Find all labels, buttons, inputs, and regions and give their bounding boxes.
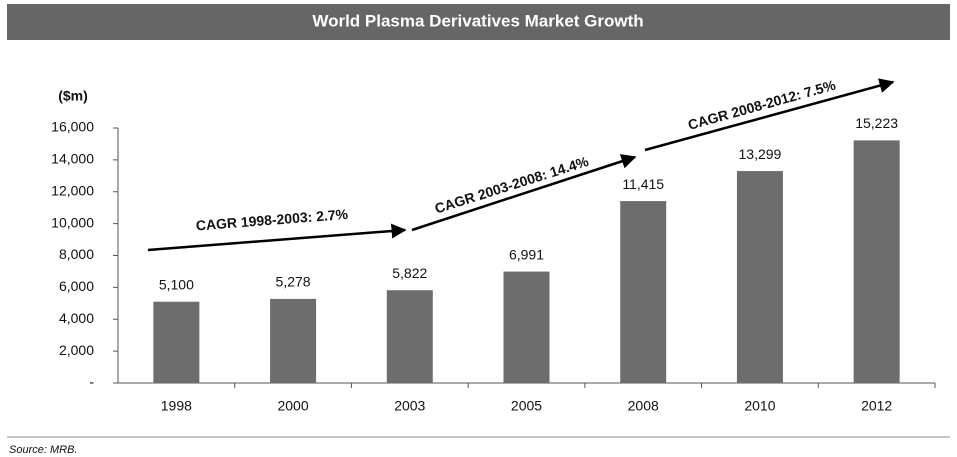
bar — [736, 171, 783, 383]
x-tick-label: 2003 — [394, 398, 425, 414]
bar — [503, 271, 550, 383]
x-tick-label: 2010 — [744, 398, 775, 414]
bar — [153, 301, 200, 383]
x-tick-label: 2000 — [277, 398, 308, 414]
x-tick-label: 1998 — [161, 398, 192, 414]
y-tick-label: 8,000 — [59, 246, 94, 262]
y-tick-label: 4,000 — [59, 310, 94, 326]
x-tick-label: 2008 — [628, 398, 659, 414]
y-tick-label: - — [89, 374, 94, 390]
cagr-arrow — [411, 154, 637, 232]
y-tick-label: 10,000 — [51, 214, 94, 230]
cagr-arrow — [644, 78, 895, 152]
value-label: 13,299 — [739, 146, 782, 162]
y-axis-label: ($m) — [58, 88, 88, 104]
cagr-label: CAGR 1998-2003: 2.7% — [195, 206, 349, 234]
bar — [270, 298, 317, 383]
bar — [386, 290, 433, 383]
x-tick-label: 2005 — [511, 398, 542, 414]
value-label: 6,991 — [509, 246, 544, 262]
y-tick-label: 14,000 — [51, 151, 94, 167]
value-label: 5,822 — [392, 265, 427, 281]
cagr-label: CAGR 2008-2012: 7.5% — [686, 77, 838, 133]
bar — [853, 140, 900, 383]
y-tick-label: 6,000 — [59, 278, 94, 294]
bar — [620, 201, 667, 383]
y-tick-label: 12,000 — [51, 182, 94, 198]
cagr-label: CAGR 2003-2008: 14.4% — [433, 153, 591, 217]
cagr-arrow — [147, 223, 407, 252]
x-tick-label: 2012 — [861, 398, 892, 414]
value-label: 5,100 — [159, 276, 194, 292]
source: Source: MRB. — [9, 444, 77, 456]
chart-title: World Plasma Derivatives Market Growth — [312, 11, 643, 30]
y-tick-label: 2,000 — [59, 342, 94, 358]
title-bar — [7, 4, 950, 40]
y-tick-label: 16,000 — [51, 119, 94, 135]
value-label: 11,415 — [622, 176, 664, 192]
value-label: 5,278 — [276, 274, 311, 290]
value-label: 15,223 — [855, 115, 898, 131]
